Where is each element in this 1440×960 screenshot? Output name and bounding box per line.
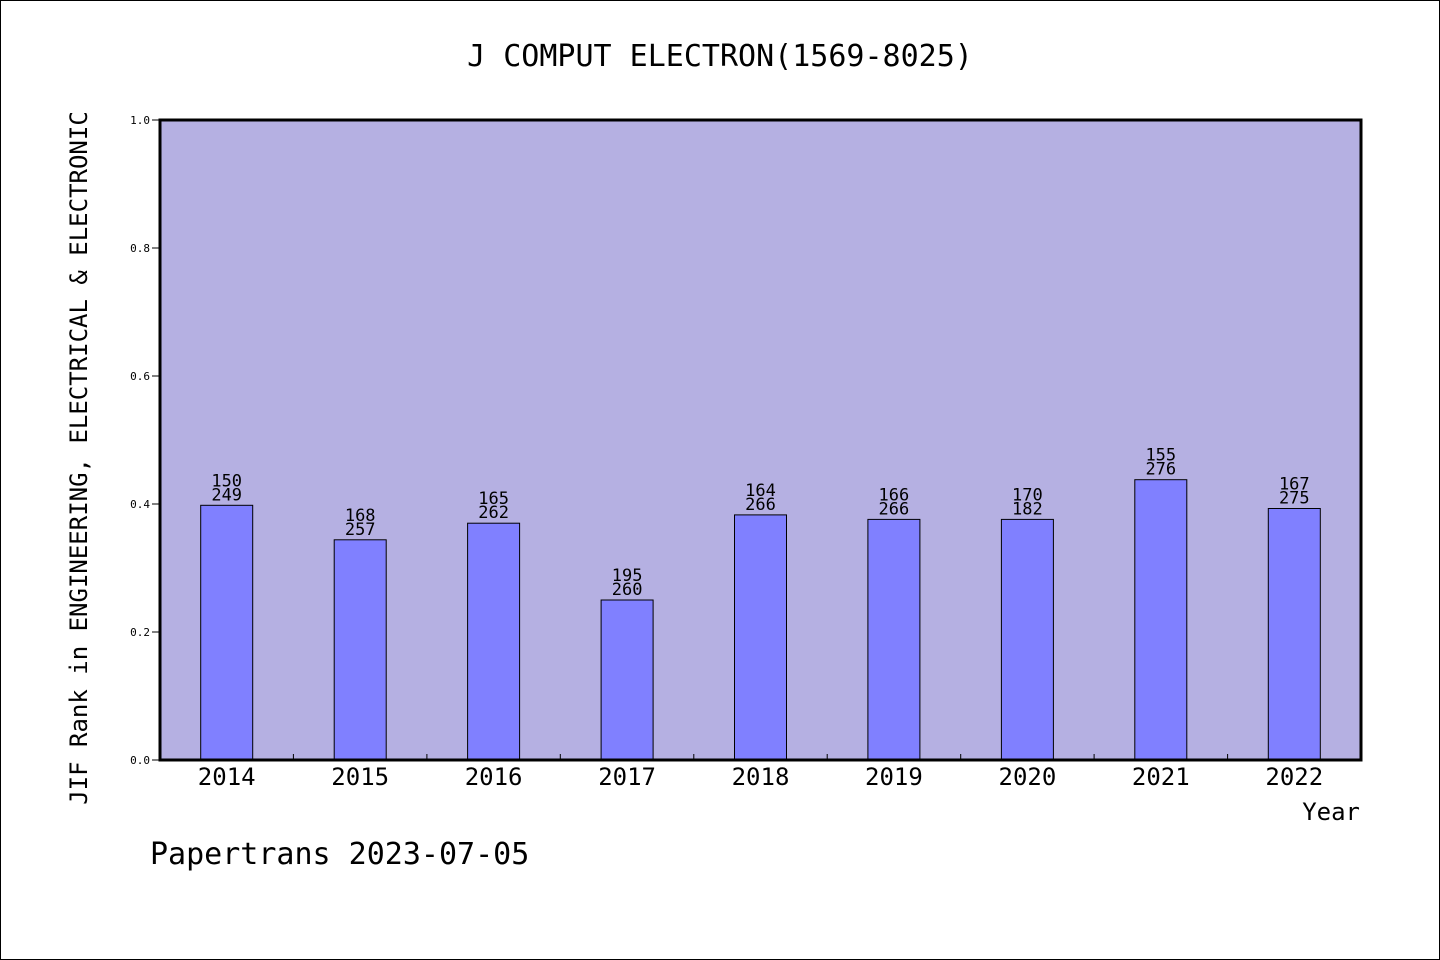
bar-2021 [1134, 479, 1188, 761]
bar-2015 [333, 539, 387, 761]
y-tick-label-0.8: 0.8 [130, 242, 150, 255]
bar-2018 [734, 514, 787, 761]
plot-border [158, 118, 1363, 762]
x-tick-label-2016: 2016 [465, 763, 523, 791]
y-axis: 0.0 0.2 0.4 0.6 0.8 1.0 [130, 114, 160, 767]
bar-label-2017-rank: 195 [612, 566, 643, 586]
bar-2019 [867, 518, 921, 761]
y-tick-label-0.6: 0.6 [130, 370, 150, 383]
bar-2020 [1000, 518, 1054, 761]
bar-label-2017-total: 260 [612, 580, 643, 600]
y-tick-label-0.0: 0.0 [130, 754, 150, 767]
bar-label-2020-rank: 170 [1012, 485, 1043, 505]
bar-label-2015-rank: 168 [345, 506, 376, 526]
chart-title: J COMPUT ELECTRON(1569-8025) [467, 39, 973, 74]
bar-2017 [600, 599, 654, 761]
y-axis-label: JIF Rank in ENGINEERING, ELECTRICAL & EL… [65, 111, 93, 805]
x-tick-label-2020: 2020 [999, 763, 1057, 791]
bar-2016 [467, 522, 521, 761]
x-tick-label-2019: 2019 [865, 763, 923, 791]
x-tick-label-2018: 2018 [732, 763, 790, 791]
bar-label-2018-rank: 164 [745, 481, 776, 501]
y-tick-label-0.2: 0.2 [130, 626, 150, 639]
y-tick-label-1.0: 1.0 [130, 114, 150, 127]
bar-label-2022-total: 275 [1279, 489, 1310, 509]
bar-2022 [1267, 508, 1321, 761]
bar-label-2019-rank: 166 [879, 485, 910, 505]
bar-label-2021-total: 276 [1145, 460, 1176, 480]
x-axis: 2014 2015 2016 2017 2018 2019 2020 2021 2022 [198, 754, 1323, 791]
x-tick-label-2017: 2017 [598, 763, 656, 791]
footer-credit: Papertrans 2023-07-05 [150, 837, 529, 872]
x-tick-label-2022: 2022 [1265, 763, 1323, 791]
y-tick-label-0.4: 0.4 [130, 498, 150, 511]
bar-label-2020-total: 182 [1012, 499, 1043, 519]
bar-label-2014-total: 249 [211, 485, 242, 505]
x-tick-label-2015: 2015 [331, 763, 389, 791]
bars-layer [200, 479, 1321, 761]
bar-label-2014-rank: 150 [211, 471, 242, 491]
bar-label-2016-total: 262 [478, 503, 509, 523]
x-tick-label-2014: 2014 [198, 763, 256, 791]
bar-label-2019-total: 266 [879, 499, 910, 519]
bar-label-2021-rank: 155 [1145, 446, 1176, 466]
bar-label-2018-total: 266 [745, 495, 776, 515]
x-axis-label: Year [1302, 798, 1360, 826]
bar-label-2016-rank: 165 [478, 489, 509, 509]
bar-label-2015-total: 257 [345, 520, 376, 540]
bar-label-2022-rank: 167 [1279, 475, 1310, 495]
bar-2014 [200, 504, 254, 761]
x-tick-label-2021: 2021 [1132, 763, 1190, 791]
